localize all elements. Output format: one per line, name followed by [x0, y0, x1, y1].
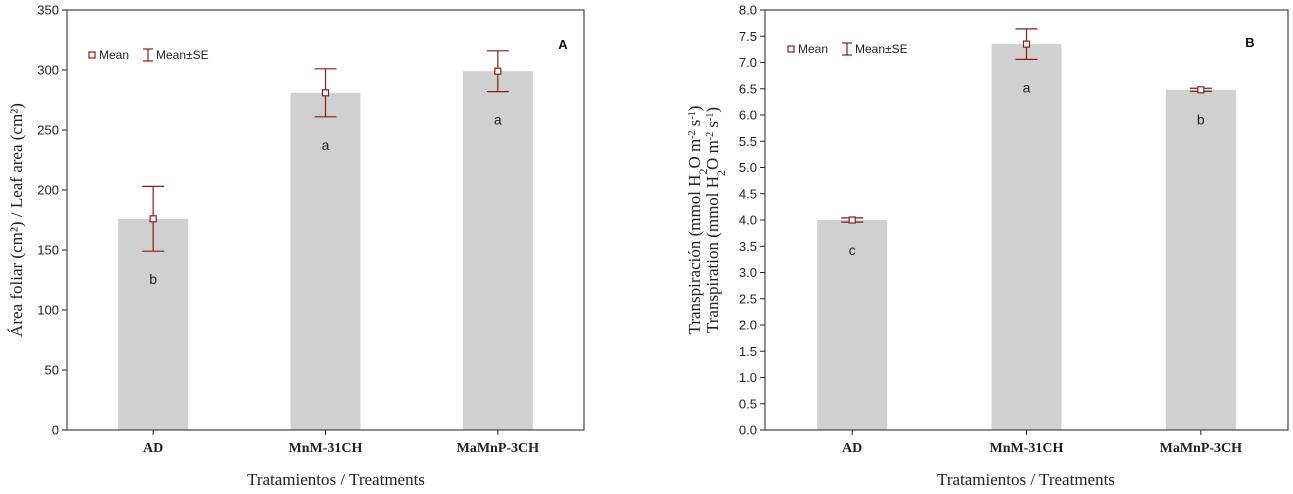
y-tick-label: 5.0 — [739, 160, 757, 175]
y-axis-title-part: O m — [703, 140, 722, 170]
mean-marker — [1022, 40, 1031, 48]
y-tick-label: 0.5 — [739, 396, 757, 411]
y-axis-title-part: O m — [685, 139, 704, 169]
mean-marker — [494, 67, 502, 75]
bar-2 — [462, 71, 533, 430]
y-axis-title-part: ) — [685, 106, 704, 112]
x-tick-label: MnM-31CH — [289, 441, 363, 456]
error-bar-0 — [142, 185, 165, 252]
y-tick-label: 200 — [37, 183, 59, 198]
y-tick-label: 1.0 — [739, 370, 757, 385]
error-bar-2 — [1189, 86, 1212, 94]
y-tick-label: 3.0 — [739, 265, 757, 280]
significance-letter: a — [1023, 79, 1031, 95]
legend-mean-label: Mean — [798, 42, 828, 56]
x-tick-label: MnM-31CH — [990, 441, 1064, 456]
x-tick-label: AD — [842, 441, 862, 456]
legend: Mean Mean±SE — [88, 48, 209, 62]
y-tick-label: 6.5 — [739, 81, 757, 96]
y-axis-title-part: -1 — [705, 113, 716, 121]
y-axis-title-part: -2 — [687, 130, 698, 138]
y-tick-label: 5.5 — [739, 134, 757, 149]
y-tick-label: 50 — [45, 363, 59, 378]
y-tick-label: 6.0 — [739, 108, 757, 123]
y-tick-label: 7.5 — [739, 29, 757, 44]
legend-se-label: Mean±SE — [156, 48, 209, 62]
y-axis-title-part: -1 — [687, 111, 698, 119]
y-tick-label: 300 — [37, 63, 59, 78]
legend: Mean Mean±SE — [787, 42, 908, 56]
significance-letter: b — [149, 271, 157, 287]
chart-panel-a: 0 50 100 150 200 250 300 350 AD MnM-31CH MaMnP-3CH… — [7, 3, 585, 489]
y-tick-label: 350 — [37, 3, 59, 18]
y-tick-label: 4.5 — [739, 186, 757, 201]
y-axis-title: Área foliar (cm²) / Leaf area (cm²) — [7, 103, 26, 337]
y-axis-title-part: 2 — [714, 170, 728, 176]
y-tick-label: 0 — [52, 423, 59, 438]
y-tick-label: 150 — [37, 243, 59, 258]
bar-1 — [290, 92, 361, 431]
x-axis-title: Tratamientos / Treatments — [937, 470, 1115, 489]
legend-mean-marker — [787, 45, 795, 53]
error-bar-1 — [314, 68, 337, 118]
y-axis-title-part: ) — [703, 107, 722, 113]
y-tick-label: 2.0 — [739, 318, 757, 333]
y-axis-title-line-1: Transpiration (mmol H2O m-2 s-1) — [703, 107, 728, 333]
y-tick-label: 4.0 — [739, 213, 757, 228]
error-bar-2 — [486, 50, 509, 93]
bar-2 — [1165, 89, 1236, 431]
panel-label: B — [1245, 35, 1254, 50]
y-axis-title-part: Transpiration (mmol H — [703, 176, 722, 333]
significance-letter: a — [494, 112, 502, 128]
y-axis-title-part: s — [685, 120, 704, 131]
bar-0 — [817, 220, 888, 430]
mean-marker — [848, 216, 856, 224]
y-axis-title-part: s — [703, 121, 722, 132]
y-tick-label: 3.5 — [739, 239, 757, 254]
mean-marker — [1197, 86, 1205, 94]
legend-mean-marker — [88, 51, 96, 59]
y-axis-title-part: -2 — [705, 132, 716, 140]
error-bar-1 — [1015, 28, 1038, 60]
x-tick-label: MaMnP-3CH — [1160, 441, 1243, 456]
significance-letter: b — [1197, 111, 1205, 127]
bar-1 — [991, 44, 1062, 430]
x-tick-label: AD — [143, 441, 163, 456]
bar-0 — [118, 218, 189, 430]
legend-se-label: Mean±SE — [855, 42, 908, 56]
y-axis-title-part: Transpiración (mmol H — [685, 175, 704, 335]
y-tick-label: 7.0 — [739, 55, 757, 70]
x-axis-title: Tratamientos / Treatments — [247, 470, 425, 489]
y-tick-label: 8.0 — [739, 3, 757, 18]
legend-mean-label: Mean — [99, 48, 129, 62]
y-tick-label: 2.5 — [739, 291, 757, 306]
x-tick-label: MaMnP-3CH — [457, 441, 540, 456]
y-axis-title-part: 2 — [696, 169, 710, 175]
mean-marker — [149, 215, 157, 223]
significance-letter: a — [322, 137, 330, 153]
error-bar-0 — [841, 216, 864, 224]
y-tick-label: 100 — [37, 303, 59, 318]
panel-label: A — [558, 37, 568, 52]
mean-marker — [321, 89, 330, 97]
y-tick-label: 250 — [37, 123, 59, 138]
y-axis-title-line-0: Transpiración (mmol H2O m-2 s-1) — [685, 106, 710, 335]
y-tick-label: 1.5 — [739, 344, 757, 359]
significance-letter: c — [849, 242, 856, 258]
chart-panel-b: 0.0 0.5 1.0 1.5 2.0 2.5 3.0 3.5 4.0 4.5 5.0 5.5 6.0 6… — [685, 3, 1289, 489]
y-tick-label: 0.0 — [739, 423, 757, 438]
